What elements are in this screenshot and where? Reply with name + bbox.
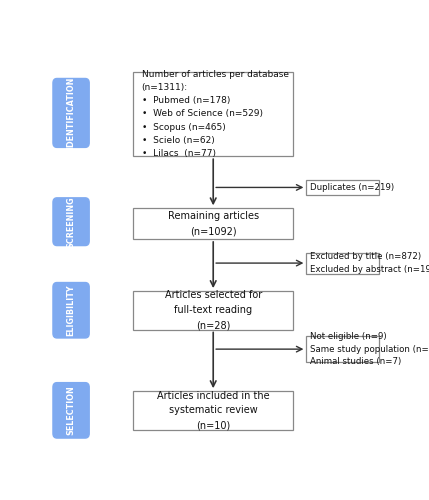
FancyBboxPatch shape — [133, 72, 293, 156]
Text: Articles selected for
full-text reading
(n=28): Articles selected for full-text reading … — [165, 290, 262, 330]
FancyBboxPatch shape — [53, 282, 89, 338]
Text: ELIGIBILITY: ELIGIBILITY — [66, 284, 76, 336]
FancyBboxPatch shape — [306, 180, 380, 194]
FancyBboxPatch shape — [53, 382, 89, 438]
Text: Remaining articles
(n=1092): Remaining articles (n=1092) — [168, 211, 259, 236]
Text: SCREENING: SCREENING — [66, 196, 76, 248]
FancyBboxPatch shape — [133, 391, 293, 430]
Text: IDENTIFICATION: IDENTIFICATION — [66, 76, 76, 149]
FancyBboxPatch shape — [306, 336, 380, 362]
FancyBboxPatch shape — [53, 198, 89, 246]
Text: Number of articles per database
(n=1311):
•  Pubmed (n=178)
•  Web of Science (n: Number of articles per database (n=1311)… — [142, 70, 289, 158]
FancyBboxPatch shape — [133, 291, 293, 330]
Text: SELECTION: SELECTION — [66, 386, 76, 435]
Text: Articles included in the
systematic review
(n=10): Articles included in the systematic revi… — [157, 390, 269, 430]
FancyBboxPatch shape — [133, 208, 293, 239]
Text: Excluded by title (n=872)
Excluded by abstract (n=192): Excluded by title (n=872) Excluded by ab… — [310, 252, 429, 274]
FancyBboxPatch shape — [306, 252, 380, 274]
FancyBboxPatch shape — [53, 78, 89, 148]
Text: Not eligible (n=9)
Same study population (n=2)
Animal studies (n=7): Not eligible (n=9) Same study population… — [310, 332, 429, 366]
Text: Duplicates (n=219): Duplicates (n=219) — [310, 183, 394, 192]
